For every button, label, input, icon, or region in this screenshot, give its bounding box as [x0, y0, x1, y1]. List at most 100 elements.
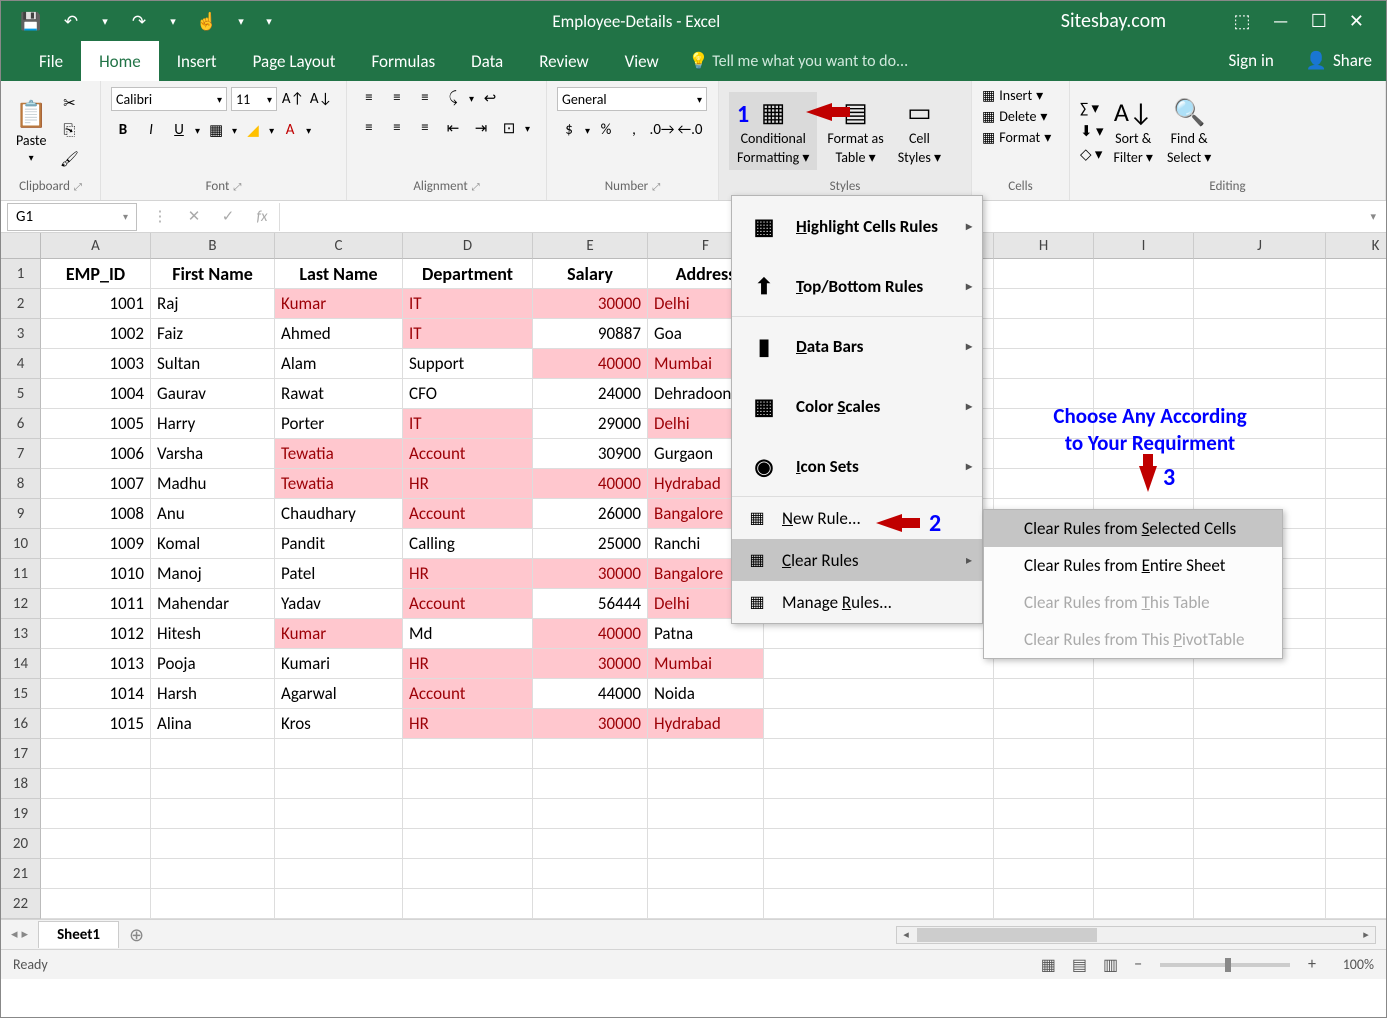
cell[interactable] — [151, 739, 275, 769]
cell[interactable] — [1194, 289, 1326, 319]
align-top-icon[interactable]: ≡ — [357, 87, 381, 109]
cell[interactable]: 40000 — [533, 619, 648, 649]
cell[interactable]: 1010 — [41, 559, 151, 589]
cell[interactable] — [764, 889, 994, 919]
tab-home[interactable]: Home — [81, 41, 159, 81]
cut-icon[interactable]: ✂ — [57, 92, 81, 114]
decrease-font-icon[interactable]: A↓ — [309, 88, 333, 110]
row-header-3[interactable]: 3 — [1, 319, 41, 349]
cell[interactable] — [1326, 319, 1386, 349]
cell[interactable]: 1015 — [41, 709, 151, 739]
add-sheet-button[interactable]: ⊕ — [119, 920, 154, 950]
cell[interactable] — [994, 349, 1094, 379]
col-header-B[interactable]: B — [151, 233, 275, 259]
decrease-decimal-icon[interactable]: ←.0 — [678, 119, 702, 141]
currency-icon[interactable]: $ — [557, 119, 581, 141]
cell[interactable]: 30900 — [533, 439, 648, 469]
cell[interactable] — [1326, 649, 1386, 679]
cell[interactable]: Sultan — [151, 349, 275, 379]
row-header-21[interactable]: 21 — [1, 859, 41, 889]
percent-icon[interactable]: % — [594, 119, 618, 141]
font-size-combo[interactable]: 11▾ — [231, 87, 277, 111]
cell[interactable] — [1326, 799, 1386, 829]
cell[interactable]: Md — [403, 619, 533, 649]
cell[interactable] — [1326, 829, 1386, 859]
cell[interactable] — [1326, 559, 1386, 589]
cell[interactable]: Alam — [275, 349, 403, 379]
cf-icon-sets[interactable]: ◉ Icon Sets▸ — [732, 436, 982, 496]
cell[interactable] — [764, 649, 994, 679]
cell[interactable] — [764, 679, 994, 709]
italic-button[interactable]: I — [139, 119, 163, 141]
cell[interactable]: HR — [403, 709, 533, 739]
cell[interactable]: HR — [403, 469, 533, 499]
cell[interactable]: Account — [403, 589, 533, 619]
cell[interactable]: Rawat — [275, 379, 403, 409]
col-header-C[interactable]: C — [275, 233, 403, 259]
cell[interactable] — [1194, 889, 1326, 919]
row-header-10[interactable]: 10 — [1, 529, 41, 559]
cell[interactable] — [1094, 739, 1194, 769]
cell[interactable]: Hitesh — [151, 619, 275, 649]
cell[interactable] — [1326, 589, 1386, 619]
row-header-1[interactable]: 1 — [1, 259, 41, 289]
ribbon-display-icon[interactable]: ⬚ — [1233, 10, 1250, 32]
enter-icon[interactable]: ✓ — [211, 207, 245, 226]
cell[interactable] — [764, 859, 994, 889]
align-middle-icon[interactable]: ≡ — [385, 87, 409, 109]
col-header-D[interactable]: D — [403, 233, 533, 259]
clear-rules-selected[interactable]: Clear Rules from Selected Cells — [984, 510, 1282, 547]
cell[interactable]: 25000 — [533, 529, 648, 559]
cell[interactable]: Hydrabad — [648, 709, 764, 739]
decrease-indent-icon[interactable]: ⇤ — [441, 117, 465, 139]
cf-data-bars[interactable]: ▮ Data Bars▸ — [732, 316, 982, 376]
clear-icon[interactable]: ◇ ▾ — [1080, 145, 1104, 164]
cell[interactable] — [1194, 679, 1326, 709]
select-all-corner[interactable] — [1, 233, 41, 259]
cell[interactable] — [1326, 349, 1386, 379]
paste-button[interactable]: 📋 Paste ▾ — [11, 96, 51, 166]
cell[interactable] — [994, 769, 1094, 799]
cell[interactable] — [994, 829, 1094, 859]
cf-manage-rules[interactable]: ▦ Manage Rules... — [732, 581, 982, 623]
sort-filter-button[interactable]: A↓ Sort & Filter ▾ — [1110, 94, 1157, 168]
page-break-view-icon[interactable]: ▥ — [1095, 955, 1126, 975]
row-header-2[interactable]: 2 — [1, 289, 41, 319]
cell[interactable] — [533, 799, 648, 829]
cell[interactable]: Pooja — [151, 649, 275, 679]
cell[interactable]: 1007 — [41, 469, 151, 499]
cell[interactable] — [764, 799, 994, 829]
cell[interactable] — [1094, 259, 1194, 289]
cell[interactable] — [994, 259, 1094, 289]
align-left-icon[interactable]: ≡ — [357, 117, 381, 139]
alignment-expand-icon[interactable]: ⤢ — [472, 180, 480, 193]
number-format-combo[interactable]: General▾ — [557, 87, 707, 111]
tab-file[interactable]: File — [21, 41, 81, 81]
touch-dropdown-icon[interactable]: ▾ — [231, 5, 251, 37]
cell[interactable] — [275, 739, 403, 769]
cell[interactable] — [994, 469, 1094, 499]
cell[interactable] — [994, 709, 1094, 739]
merge-center-icon[interactable]: ⊡ — [497, 117, 521, 139]
cell[interactable]: 56444 — [533, 589, 648, 619]
cell[interactable]: CFO — [403, 379, 533, 409]
cell[interactable] — [648, 739, 764, 769]
cell[interactable] — [1326, 859, 1386, 889]
fbar-expand-icon[interactable]: ▾ — [1360, 210, 1386, 223]
cell[interactable]: Mumbai — [648, 649, 764, 679]
cell[interactable] — [275, 829, 403, 859]
touch-mode-icon[interactable]: ☝ — [191, 5, 223, 37]
zoom-in-icon[interactable]: + — [1300, 955, 1324, 974]
cell[interactable]: 1009 — [41, 529, 151, 559]
cell[interactable]: Pandit — [275, 529, 403, 559]
cell[interactable] — [1326, 529, 1386, 559]
cell[interactable] — [41, 769, 151, 799]
cell[interactable] — [403, 889, 533, 919]
cell[interactable] — [1194, 799, 1326, 829]
increase-decimal-icon[interactable]: .0→ — [650, 119, 674, 141]
col-header-A[interactable]: A — [41, 233, 151, 259]
cell[interactable] — [994, 319, 1094, 349]
cell[interactable]: 1004 — [41, 379, 151, 409]
cell[interactable]: 40000 — [533, 469, 648, 499]
cell[interactable] — [994, 739, 1094, 769]
